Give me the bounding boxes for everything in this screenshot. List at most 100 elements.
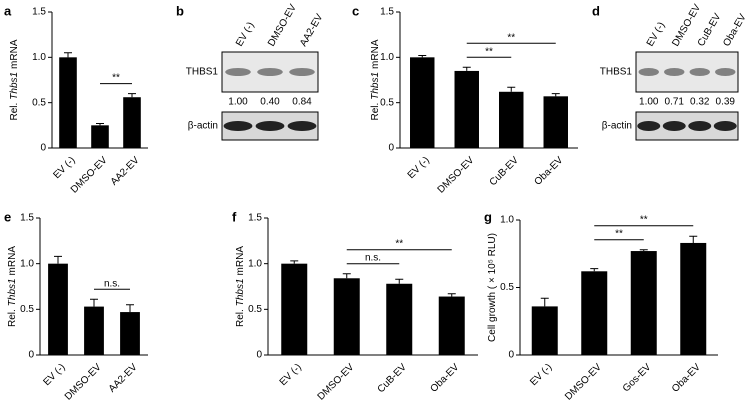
y-label-part: Thbs1 xyxy=(370,72,381,100)
ratio-label: 1.00 xyxy=(228,97,248,108)
ratio-label: 0.40 xyxy=(260,97,280,108)
bar xyxy=(386,283,413,355)
x-tick-label: DMSO-EV xyxy=(436,155,477,196)
x-tick-label: CuB-EV xyxy=(488,155,522,189)
bar xyxy=(91,125,109,148)
actin-band xyxy=(662,121,686,131)
x-tick-label: EV (-) xyxy=(406,155,432,181)
y-tick-label: 1.5 xyxy=(32,7,46,18)
significance-label: ** xyxy=(112,73,120,84)
y-label-part: Cell growth ( × 10⁵ RLU) xyxy=(487,233,498,342)
panel-letter: f xyxy=(232,209,237,224)
loading-label: β-actin xyxy=(602,121,632,132)
lane-label: DMSO-EV xyxy=(266,2,299,48)
y-tick-label: 1.5 xyxy=(20,213,34,224)
x-tick-label: EV (-) xyxy=(51,155,77,181)
thbs1-band xyxy=(225,68,251,76)
error-bar xyxy=(126,304,134,313)
y-axis-label: Rel. Thbs1 mRNA xyxy=(370,39,381,120)
bar xyxy=(333,278,360,355)
bar xyxy=(84,306,104,355)
error-bar xyxy=(90,298,98,307)
bar xyxy=(499,91,524,148)
protein-label: THBS1 xyxy=(600,67,633,78)
error-bar xyxy=(418,55,427,58)
y-label-part: Thbs1 xyxy=(7,278,18,306)
bar xyxy=(123,97,141,148)
y-label-part: mRNA xyxy=(7,246,18,276)
x-tick-label: Oba-EV xyxy=(532,155,565,188)
y-axis-label: Rel. Thbs1 mRNA xyxy=(9,39,20,120)
x-tick-label: CuB-EV xyxy=(376,362,410,396)
y-tick-label: 0 xyxy=(388,143,394,154)
error-bar xyxy=(689,235,698,243)
error-bar xyxy=(342,273,351,279)
panel-letter: a xyxy=(4,3,12,18)
actin-band xyxy=(223,121,253,131)
bar xyxy=(630,251,657,355)
y-tick-label: 0.5 xyxy=(380,97,394,108)
y-tick-label: 1.5 xyxy=(248,213,262,224)
actin-band xyxy=(637,121,661,131)
panel-letter: d xyxy=(592,3,600,18)
significance-label: ** xyxy=(395,239,403,250)
x-tick-label: EV (-) xyxy=(278,362,304,388)
y-axis-label: Cell growth ( × 10⁵ RLU) xyxy=(487,233,498,342)
error-bar xyxy=(128,93,136,98)
y-axis-label: Rel. Thbs1 mRNA xyxy=(7,246,18,327)
y-tick-label: 0.5 xyxy=(500,282,514,293)
panel-letter: b xyxy=(176,3,184,18)
x-tick-label: EV (-) xyxy=(528,362,554,388)
y-label-part: mRNA xyxy=(370,39,381,69)
y-tick-label: 1.0 xyxy=(380,52,394,63)
actin-band xyxy=(255,121,285,131)
y-tick-label: 0 xyxy=(256,350,262,361)
y-tick-label: 1.0 xyxy=(500,215,514,226)
ratio-label: 1.00 xyxy=(639,97,659,108)
lane-label: EV (-) xyxy=(645,20,668,48)
ratio-label: 0.39 xyxy=(716,97,736,108)
y-label-part: Rel. xyxy=(7,309,18,327)
loading-label: β-actin xyxy=(188,121,218,132)
x-tick-label: Gos-EV xyxy=(621,362,654,395)
x-tick-label: Oba-EV xyxy=(428,362,461,395)
lane-label: CuB-EV xyxy=(696,11,724,48)
thbs1-band xyxy=(257,68,283,76)
lane-label: Oba-EV xyxy=(721,12,748,49)
thbs1-band xyxy=(715,68,736,76)
y-tick-label: 1.0 xyxy=(20,258,34,269)
y-tick-label: 0.5 xyxy=(32,97,46,108)
bar xyxy=(531,306,558,355)
y-tick-label: 0 xyxy=(508,350,514,361)
x-tick-label: AA2-EV xyxy=(107,362,140,395)
actin-band xyxy=(688,121,712,131)
bar xyxy=(120,312,140,355)
y-label-part: Thbs1 xyxy=(9,72,20,100)
y-tick-label: 1.5 xyxy=(380,7,394,18)
bar xyxy=(410,57,435,149)
y-label-part: Rel. xyxy=(9,103,20,121)
y-axis-label: Rel. Thbs1 mRNA xyxy=(235,246,246,327)
y-label-part: Rel. xyxy=(235,309,246,327)
error-bar xyxy=(64,52,72,58)
error-bar xyxy=(590,268,599,272)
bar xyxy=(680,242,707,355)
error-bar xyxy=(290,260,299,264)
significance-label: n.s. xyxy=(104,278,120,289)
error-bar xyxy=(395,278,404,284)
error-bar xyxy=(507,86,516,92)
y-tick-label: 1.0 xyxy=(248,258,262,269)
thbs1-band xyxy=(689,68,710,76)
y-tick-label: 0.5 xyxy=(248,304,262,315)
ratio-label: 0.84 xyxy=(292,97,312,108)
panel-letter: e xyxy=(4,209,11,224)
panel-letter: g xyxy=(484,209,492,224)
ratio-label: 0.32 xyxy=(690,97,710,108)
significance-label: ** xyxy=(507,32,515,43)
x-tick-label: DMSO-EV xyxy=(63,362,104,402)
thbs1-band xyxy=(289,68,315,76)
error-bar xyxy=(462,66,471,71)
bar xyxy=(581,271,608,355)
panel-letter: c xyxy=(352,3,359,18)
